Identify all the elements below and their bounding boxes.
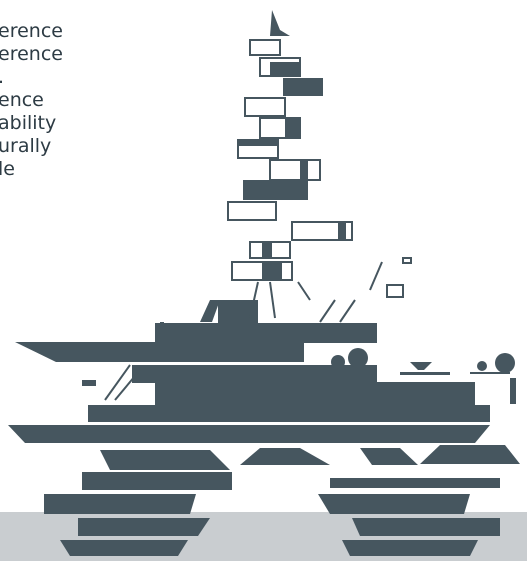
text-line: . — [0, 66, 4, 89]
text-line: erence — [0, 43, 63, 65]
text-line: le — [0, 158, 15, 180]
platform — [8, 10, 520, 556]
text-line: urally — [0, 135, 52, 157]
text-line: ability — [0, 112, 57, 134]
text-line: erence — [0, 20, 63, 42]
text-line: ence — [0, 89, 44, 111]
